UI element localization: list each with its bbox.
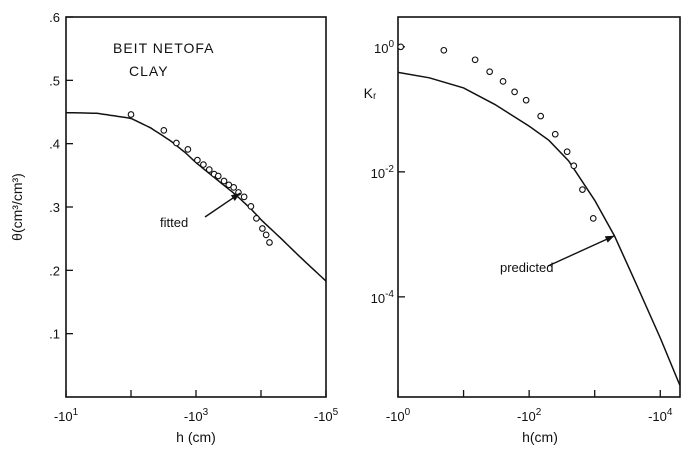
right-y-tick-label-base: 10 [374, 41, 388, 56]
left-data-point [253, 215, 260, 222]
left-x-tick-label-exp: 1 [73, 407, 79, 418]
right-data-point [499, 78, 507, 85]
right-data-point [522, 96, 530, 104]
left-data-point [220, 177, 228, 185]
right-data-point [579, 186, 586, 193]
right-x-tick-label: -104 [648, 407, 673, 424]
soil-name-line2: CLAY [129, 63, 169, 79]
right-y-tick-label-base: 10 [371, 291, 385, 306]
left-y-tick-label: .1 [49, 327, 60, 342]
left-data-point [247, 203, 255, 210]
right-x-tick-label-base: -10 [386, 409, 405, 424]
fitted-annotation-arrowhead [230, 193, 241, 202]
left-data-point [184, 146, 192, 153]
left-y-tick-label: .2 [49, 263, 60, 278]
left-x-tick-label-base: -10 [184, 409, 203, 424]
left-data-point [266, 239, 273, 246]
right-data-point [570, 162, 578, 170]
left-data-point [127, 111, 135, 118]
right-measured-points [397, 43, 597, 222]
right-x-tick-label-exp: 0 [405, 407, 411, 418]
left-x-ticks: -101 -103 -105 [54, 390, 339, 424]
left-data-point [230, 184, 238, 191]
left-x-tick-label: -101 [54, 407, 79, 424]
predicted-annotation-arrowhead [604, 235, 615, 243]
left-x-tick-label-base: -10 [314, 409, 333, 424]
left-data-point [214, 172, 222, 180]
left-x-tick-label-exp: 3 [203, 407, 209, 418]
left-plot-frame [65, 16, 327, 398]
soil-name-line1: BEIT NETOFA [113, 40, 215, 56]
right-data-point [471, 56, 479, 64]
right-data-point [486, 68, 494, 76]
right-x-axis-label: h(cm) [522, 429, 558, 445]
right-y-tick-label: 10-2 [371, 164, 395, 181]
left-y-tick-label: .3 [49, 200, 60, 215]
right-y-tick-label-exp: -4 [385, 289, 394, 300]
right-y-tick-label: 10-4 [371, 289, 395, 306]
left-data-point [205, 166, 213, 173]
left-y-tick-label: .4 [49, 137, 60, 152]
left-y-axis-label: θ(cm³/cm³) [9, 173, 25, 241]
left-data-point [173, 139, 180, 147]
theta-vs-h-panel: .1.2.3.4.5.6 -101 -103 -105 BEIT NETOFA CL… [9, 10, 339, 445]
left-y-ticks: .1 .2 .3 .4 .5 .6 [49, 10, 73, 342]
right-y-tick-label: 100 [374, 39, 394, 56]
predicted-curve [397, 71, 681, 386]
left-x-tick-label-base: -10 [54, 409, 73, 424]
right-data-point [397, 43, 405, 51]
left-data-point [194, 156, 201, 164]
predicted-annotation-arrow [547, 235, 615, 267]
predicted-annotation: predicted [500, 260, 553, 275]
right-data-point [537, 112, 545, 120]
right-x-tick-label-base: -10 [648, 409, 667, 424]
left-data-point [262, 231, 270, 239]
right-data-point [589, 215, 597, 222]
fitted-curve [65, 111, 327, 282]
left-measured-points [127, 111, 273, 246]
left-data-point [160, 127, 168, 134]
left-x-tick-label: -105 [314, 407, 339, 424]
right-x-tick-label: -102 [517, 407, 542, 424]
right-x-tick-label-base: -10 [517, 409, 536, 424]
left-y-tick-label: .5 [49, 73, 60, 88]
right-y-tick-label-base: 10 [371, 166, 385, 181]
right-x-ticks: -100 -102 -104 [386, 390, 673, 424]
right-data-point [511, 88, 518, 96]
right-y-tick-label-exp: 0 [388, 39, 394, 50]
right-y-axis-label: Kᵣ [364, 85, 377, 101]
fitted-annotation: fitted [160, 215, 188, 230]
left-data-point [200, 161, 207, 168]
left-data-point [240, 193, 248, 201]
right-data-point [440, 46, 448, 54]
right-data-point [551, 130, 559, 138]
right-data-point [563, 148, 571, 156]
left-x-tick-label-exp: 5 [333, 407, 339, 418]
right-y-tick-label-exp: -2 [385, 164, 394, 175]
left-y-tick-label: .6 [49, 10, 60, 25]
right-x-tick-label-exp: 4 [667, 407, 673, 418]
right-x-tick-label-exp: 2 [536, 407, 542, 418]
right-plot-frame [397, 16, 681, 398]
right-x-tick-label: -100 [386, 407, 411, 424]
left-x-tick-label: -103 [184, 407, 209, 424]
left-x-axis-label: h (cm) [176, 429, 216, 445]
left-data-point [259, 225, 266, 232]
